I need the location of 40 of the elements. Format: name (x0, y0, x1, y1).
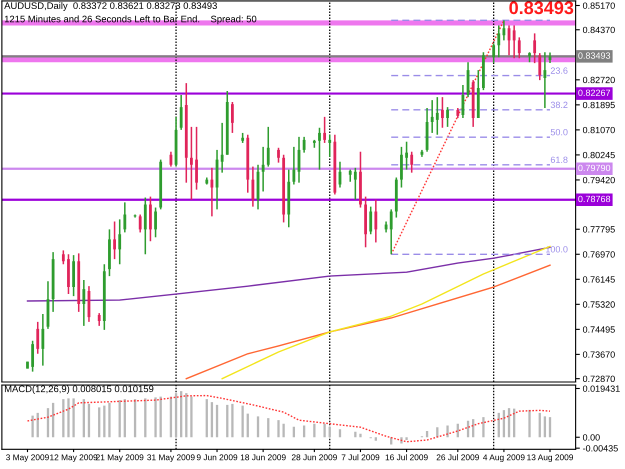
x-tick-label: 21 May 2009 (96, 454, 144, 462)
y-tick-label: 0.77795 (582, 226, 615, 233)
y-tick-label: 0.82720 (582, 76, 615, 84)
y-tick-label: 0.73670 (582, 351, 615, 358)
y-tick-label: 0.79420 (582, 176, 615, 184)
chart-title: AUDUSD,Daily 0.83372 0.83621 0.83273 0.83493 (4, 2, 217, 11)
y-tick-label: 0.76145 (582, 276, 615, 283)
y-tick-label: 0.84370 (582, 26, 615, 34)
y-tick-label: -0.00435 (582, 445, 618, 452)
x-tick-label: 9 Jun 2009 (196, 454, 238, 460)
y-tick-label: 0.81070 (582, 126, 615, 134)
x-tick-label: 28 Jun 2009 (292, 454, 337, 460)
series-label: 50.0 (550, 128, 568, 136)
x-tick-label: 16 Jul 2009 (386, 454, 428, 460)
x-tick-label: 13 Aug 2009 (527, 454, 574, 462)
y-tick-label: 0.019431 (582, 385, 620, 392)
chart-title: MACD(12,26,9) 0.008015 0.010159 (4, 385, 154, 394)
x-tick-label: 4 Aug 2009 (483, 454, 525, 462)
x-tick-label: 7 Jul 2009 (342, 454, 380, 460)
series-label: 100.0 (546, 246, 568, 252)
y-tick-label: 0.76970 (582, 251, 615, 258)
y-tick-label: 0.85170 (582, 2, 615, 9)
y-tick-label: 0.81895 (582, 102, 615, 108)
y-tick-label: 0.75320 (582, 301, 615, 308)
x-tick-label: 3 May 2009 (6, 454, 49, 462)
ref-line-label: 0.79790 (578, 164, 610, 172)
y-tick-label: 0.00 (582, 434, 600, 441)
series-label: 61.8 (550, 156, 568, 163)
series-label: 23.6 (550, 67, 568, 74)
annotation: 0.83493 (509, 1, 574, 14)
x-tick-label: 31 May 2009 (147, 454, 195, 462)
series-label: 38.2 (550, 102, 568, 108)
x-tick-label: 18 Jun 2009 (240, 454, 286, 460)
ref-line-label: 0.78768 (578, 196, 610, 202)
y-tick-label: 0.80245 (582, 152, 615, 158)
y-tick-label: 0.74495 (582, 326, 615, 333)
x-tick-label: 26 Jul 2009 (436, 454, 479, 460)
ref-line-label: 0.82267 (578, 90, 610, 96)
ref-line-label: 0.83493 (578, 52, 610, 59)
y-tick-label: 0.72870 (582, 376, 615, 382)
